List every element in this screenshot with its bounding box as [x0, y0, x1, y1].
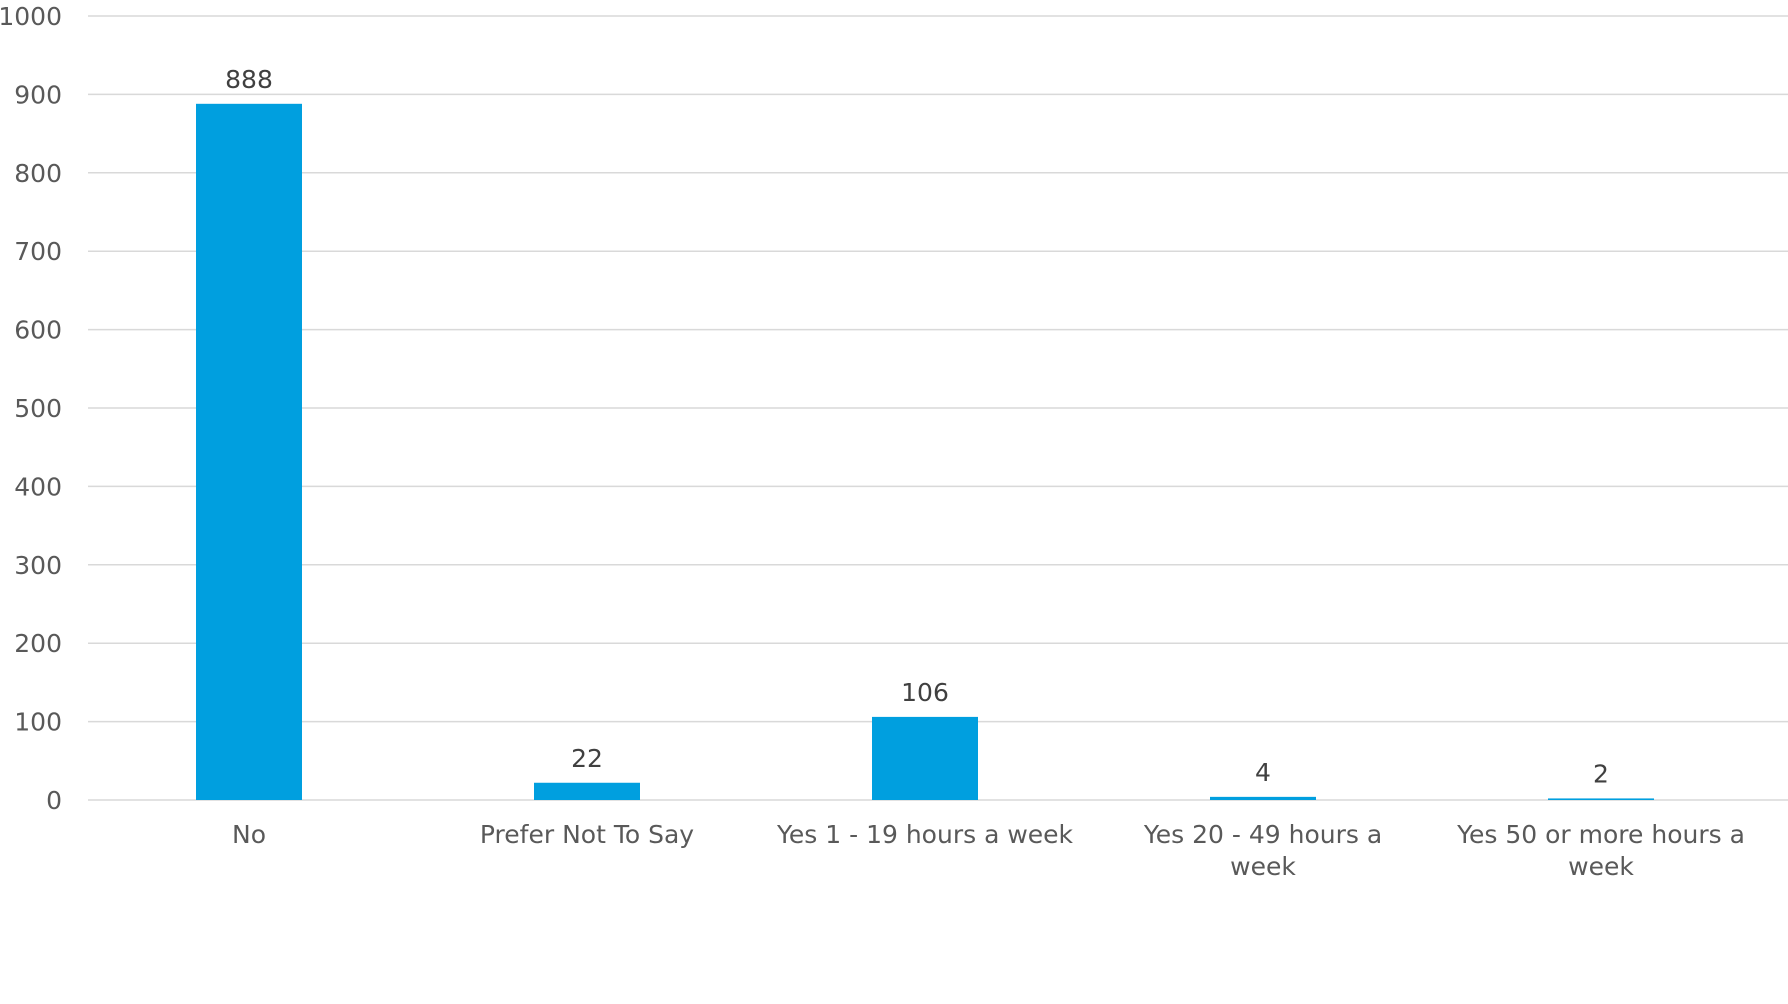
y-tick-label-0: 0 — [46, 786, 62, 815]
bar-4 — [1548, 798, 1654, 800]
y-tick-label-300: 300 — [14, 551, 62, 580]
category-label-line: Yes 20 - 49 hours a — [1143, 820, 1382, 849]
category-label-0: No — [232, 820, 266, 849]
category-label-line: No — [232, 820, 266, 849]
y-tick-label-600: 600 — [14, 316, 62, 345]
y-tick-label-100: 100 — [14, 708, 62, 737]
category-label-line: Prefer Not To Say — [480, 820, 694, 849]
category-label-1: Prefer Not To Say — [480, 820, 694, 849]
data-labels: 888 22 106 4 2 — [225, 65, 1609, 789]
y-tick-label-500: 500 — [14, 394, 62, 423]
data-label-2: 106 — [901, 678, 949, 707]
category-label-line: week — [1230, 852, 1296, 881]
data-label-1: 22 — [571, 744, 603, 773]
data-label-0: 888 — [225, 65, 273, 94]
x-axis-categories: No Prefer Not To Say Yes 1 - 19 hours a we… — [232, 820, 1745, 881]
category-label-4: Yes 50 or more hours a week — [1456, 820, 1745, 881]
y-tick-label-700: 700 — [14, 237, 62, 266]
category-label-line: Yes 1 - 19 hours a week — [776, 820, 1074, 849]
bar-3 — [1210, 796, 1316, 800]
y-axis-ticks: 0 100 200 300 400 500 600 700 800 900 1000 — [0, 2, 62, 815]
y-tick-label-400: 400 — [14, 472, 62, 501]
category-label-line: Yes 50 or more hours a — [1456, 820, 1745, 849]
category-label-2: Yes 1 - 19 hours a week — [776, 820, 1074, 849]
y-tick-label-900: 900 — [14, 80, 62, 109]
category-label-3: Yes 20 - 49 hours a week — [1143, 820, 1382, 881]
grid-layer — [88, 15, 1788, 801]
bar-2 — [872, 716, 978, 800]
data-label-4: 2 — [1593, 759, 1609, 788]
bar-0 — [196, 103, 302, 801]
category-label-line: week — [1568, 852, 1634, 881]
y-tick-label-200: 200 — [14, 629, 62, 658]
y-tick-label-800: 800 — [14, 159, 62, 188]
bar-1 — [534, 782, 640, 800]
bars — [196, 103, 1654, 801]
y-tick-label-1000: 1000 — [0, 2, 62, 31]
data-label-3: 4 — [1255, 758, 1271, 787]
